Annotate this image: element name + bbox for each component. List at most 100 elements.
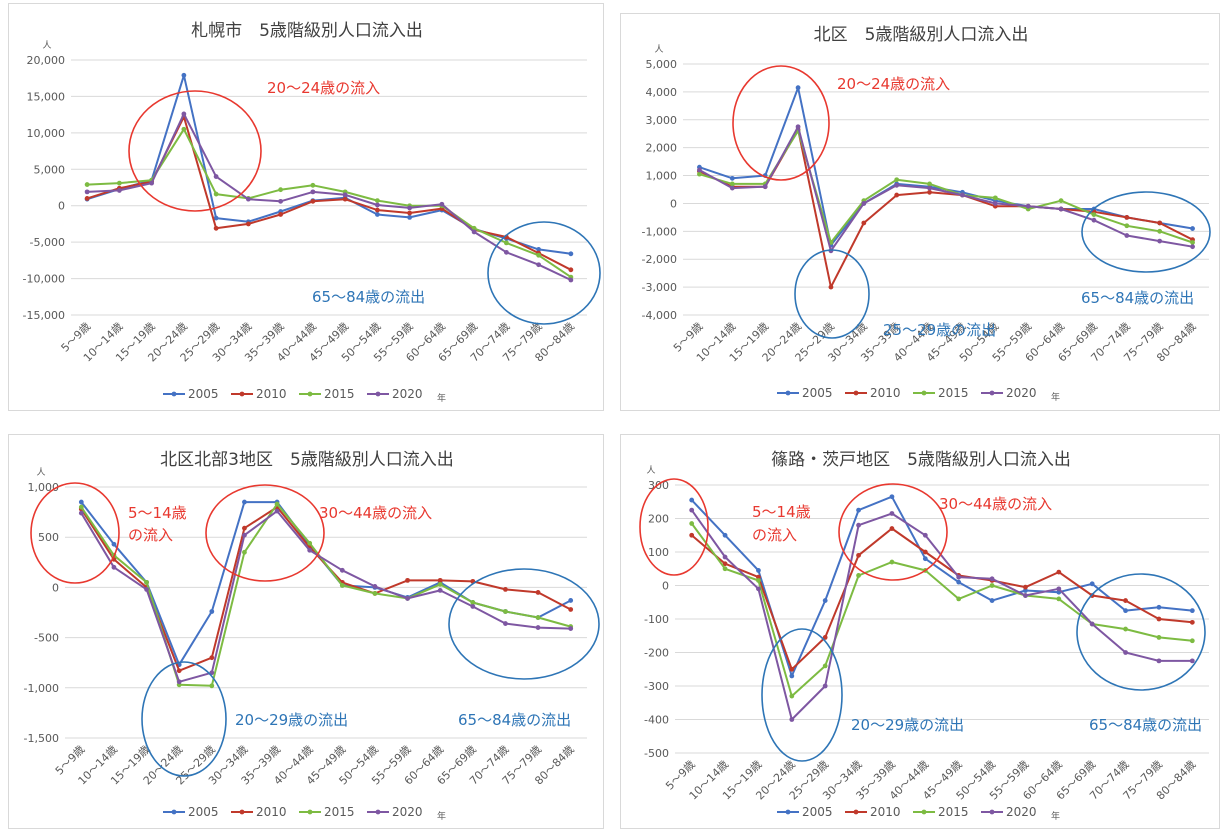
series-line — [699, 86, 1193, 247]
data-point — [274, 508, 280, 514]
highlight-ellipse — [205, 484, 325, 582]
series-2015 — [84, 126, 574, 280]
y-tick-label: -2,000 — [642, 253, 677, 266]
highlight-ellipse — [639, 478, 709, 576]
chart-panel-kita-north-3: 北区北部3地区 5歳階級別人口流入出人 -1,500 -1,000 -500 0 500 1… — [8, 434, 604, 829]
data-point — [84, 196, 90, 201]
data-point — [989, 583, 995, 588]
chart-title: 北区 5歳階級別人口流入出 — [814, 25, 1029, 45]
data-point — [989, 598, 995, 603]
data-point — [307, 547, 313, 553]
data-point — [213, 191, 219, 197]
data-point — [697, 167, 702, 173]
x-axis-unit: 年 — [437, 810, 446, 822]
series-2010 — [689, 526, 1195, 672]
data-point — [1190, 240, 1195, 245]
data-point — [722, 561, 728, 567]
data-point — [568, 607, 574, 612]
data-point — [856, 522, 861, 528]
data-point — [1124, 223, 1130, 229]
y-tick-label: -300 — [644, 680, 669, 693]
chart-panel-shinoro-barato: 篠路・茨戸地区 5歳階級別人口流入出人 -500 -400 -300 -200 -100 0… — [620, 434, 1220, 829]
data-point — [822, 683, 828, 689]
data-point — [1157, 228, 1163, 234]
data-point — [756, 578, 761, 583]
data-point — [729, 181, 735, 187]
y-tick-label: -400 — [644, 714, 669, 727]
data-point — [307, 540, 313, 546]
data-point — [1157, 220, 1163, 226]
data-point — [245, 221, 251, 227]
legend-label: 2020 — [1006, 386, 1037, 400]
data-point — [856, 507, 861, 513]
data-point — [535, 615, 541, 620]
chart-panel-kita-ku: 北区 5歳階級別人口流入出人 -4,000 -3,000 -2,000 -1,000 0 1… — [620, 13, 1220, 411]
data-point — [437, 581, 443, 587]
y-tick-label: -500 — [644, 747, 669, 760]
legend-marker — [375, 809, 381, 815]
data-point — [407, 210, 413, 216]
data-point — [242, 499, 247, 505]
series-line — [87, 112, 572, 281]
data-point — [78, 499, 84, 505]
data-point — [992, 195, 998, 201]
data-point — [762, 184, 768, 190]
chart-panel-sapporo: 札幌市 5歳階級別人口流入出人 -15,000 -10,000 -5,000 0 5,00… — [8, 3, 604, 411]
data-point — [722, 554, 728, 560]
data-point — [374, 212, 380, 217]
legend-marker — [239, 391, 245, 397]
data-point — [894, 177, 900, 183]
y-tick-label: 20,000 — [27, 54, 66, 67]
data-point — [1190, 244, 1195, 250]
legend-marker — [853, 809, 859, 815]
data-point — [956, 579, 962, 585]
legend-marker — [921, 809, 927, 815]
data-point — [242, 532, 247, 538]
data-point — [861, 220, 867, 226]
legend-marker — [785, 809, 791, 815]
legend-label: 2015 — [324, 387, 355, 401]
series-2020 — [78, 508, 574, 685]
highlight-ellipse — [838, 483, 948, 581]
annotation-label: 5～14歳 — [128, 504, 187, 522]
highlight-ellipse — [487, 221, 601, 325]
data-point — [374, 207, 380, 213]
data-point — [1157, 238, 1163, 244]
highlight-ellipse — [794, 249, 870, 339]
y-tick-label: -1,000 — [24, 682, 59, 695]
data-point — [209, 609, 215, 614]
annotation-label: 5～14歳 — [752, 503, 811, 521]
data-point — [689, 497, 695, 503]
legend-label: 2005 — [802, 805, 833, 819]
data-point — [1058, 206, 1064, 212]
data-point — [922, 549, 928, 555]
data-point — [1123, 598, 1128, 603]
data-point — [536, 252, 542, 258]
y-tick-label: -10,000 — [23, 273, 65, 286]
data-point — [339, 567, 345, 573]
y-tick-label: 3,000 — [646, 114, 678, 127]
annotation-label: 25～29歳の流出 — [883, 321, 996, 339]
data-point — [470, 600, 476, 605]
highlight-ellipse — [448, 568, 600, 680]
data-point — [1189, 608, 1195, 614]
data-point — [927, 189, 932, 195]
y-tick-label: 200 — [648, 513, 669, 526]
data-point — [1156, 658, 1162, 664]
legend-label: 2005 — [188, 387, 219, 401]
data-point — [503, 249, 509, 255]
data-point — [789, 693, 795, 699]
legend-marker — [171, 391, 177, 397]
data-point — [1056, 569, 1062, 575]
data-point — [729, 185, 735, 191]
data-point — [278, 212, 284, 217]
highlight-ellipse — [761, 628, 843, 762]
data-point — [342, 196, 348, 202]
legend-marker — [307, 391, 313, 397]
data-point — [1023, 593, 1028, 598]
legend-label: 2020 — [392, 387, 423, 401]
data-point — [245, 196, 251, 202]
y-tick-label: 15,000 — [27, 90, 66, 103]
